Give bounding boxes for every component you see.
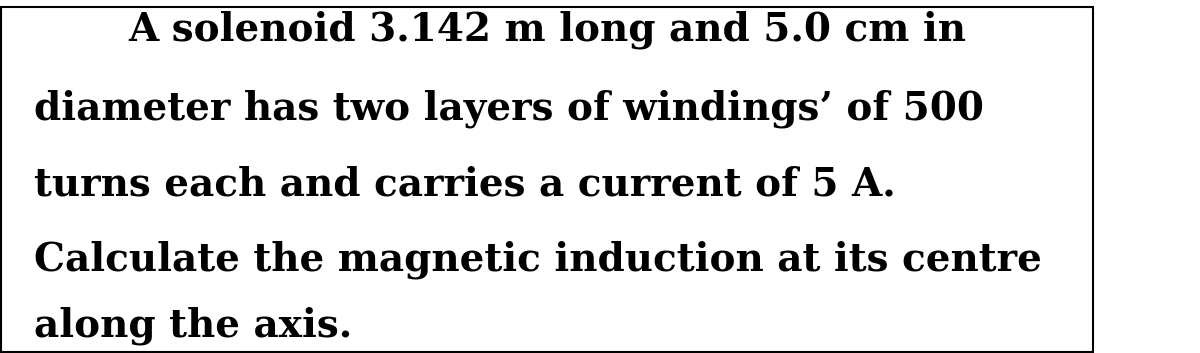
Text: diameter has two layers of windings’ of 500: diameter has two layers of windings’ of … [34,89,984,128]
Text: A solenoid 3.142 m long and 5.0 cm in: A solenoid 3.142 m long and 5.0 cm in [128,10,966,49]
Text: turns each and carries a current of 5 A.: turns each and carries a current of 5 A. [34,166,896,204]
Text: Calculate the magnetic induction at its centre: Calculate the magnetic induction at its … [34,241,1042,279]
Text: along the axis.: along the axis. [34,306,353,345]
